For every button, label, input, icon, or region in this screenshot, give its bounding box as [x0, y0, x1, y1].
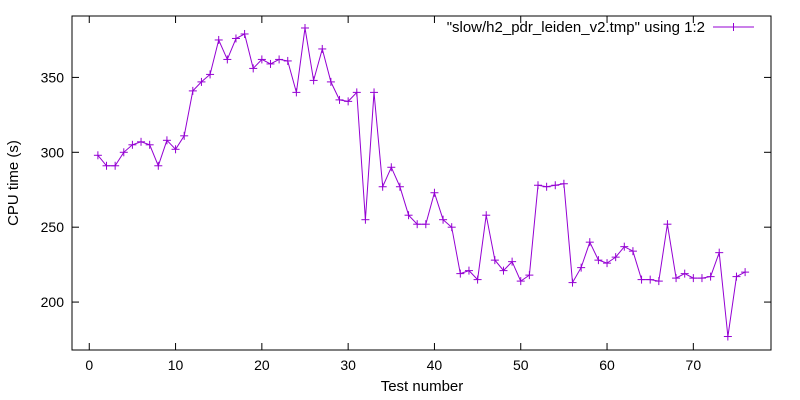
- data-point: [594, 256, 603, 265]
- legend-entry-label: "slow/h2_pdr_leiden_v2.tmp" using 1:2: [447, 19, 705, 36]
- data-point: [93, 151, 102, 160]
- data-point: [413, 220, 422, 229]
- data-point: [456, 269, 465, 278]
- data-point: [577, 263, 586, 272]
- data-point: [689, 274, 698, 283]
- data-point: [516, 277, 525, 286]
- data-point: [697, 274, 706, 283]
- x-tick-label: 0: [85, 357, 93, 373]
- data-point: [646, 275, 655, 284]
- data-point: [283, 56, 292, 65]
- data-point: [206, 70, 215, 79]
- data-point: [672, 274, 681, 283]
- data-point: [344, 97, 353, 106]
- data-point: [551, 181, 560, 190]
- data-point: [352, 88, 361, 97]
- x-tick-label: 20: [254, 357, 270, 373]
- data-point: [421, 220, 430, 229]
- x-tick-label: 60: [599, 357, 615, 373]
- data-point: [732, 272, 741, 281]
- data-point: [706, 272, 715, 281]
- data-point: [741, 268, 750, 277]
- data-point: [464, 266, 473, 275]
- data-point: [559, 179, 568, 188]
- data-point: [378, 182, 387, 191]
- data-point: [240, 29, 249, 38]
- x-tick-label: 50: [513, 357, 529, 373]
- data-point: [542, 182, 551, 191]
- data-point: [430, 188, 439, 197]
- y-tick-label: 350: [41, 69, 65, 85]
- data-point: [318, 44, 327, 53]
- data-point: [231, 34, 240, 43]
- data-point: [534, 181, 542, 190]
- data-point: [188, 86, 197, 95]
- data-point: [439, 215, 448, 224]
- data-point: [387, 163, 396, 172]
- data-point: [715, 248, 724, 257]
- data-point: [171, 145, 180, 154]
- data-point: [525, 271, 534, 280]
- legend: "slow/h2_pdr_leiden_v2.tmp" using 1:2: [447, 19, 754, 36]
- data-point: [145, 140, 154, 149]
- data-point: [223, 55, 232, 64]
- data-point: [326, 77, 335, 86]
- data-point: [111, 161, 120, 170]
- data-point: [499, 266, 508, 275]
- x-tick-label: 40: [427, 357, 443, 373]
- data-point: [137, 137, 146, 146]
- data-point: [585, 238, 594, 247]
- data-point: [473, 275, 482, 284]
- data-point: [214, 35, 223, 44]
- data-point: [180, 131, 189, 140]
- data-point: [370, 88, 379, 97]
- y-tick-label: 300: [41, 144, 65, 160]
- y-tick-label: 200: [41, 294, 65, 310]
- data-point: [249, 64, 258, 73]
- data-point: [309, 76, 318, 85]
- data-point: [620, 242, 629, 251]
- data-point: [154, 161, 163, 170]
- x-tick-label: 30: [340, 357, 356, 373]
- data-point: [490, 256, 499, 265]
- x-tick-label: 10: [168, 357, 184, 373]
- data-point: [568, 278, 577, 287]
- y-axis-label: CPU time (s): [5, 140, 22, 226]
- data-point: [723, 332, 732, 341]
- x-tick-label: 70: [686, 357, 702, 373]
- data-point: [335, 95, 344, 104]
- data-point: [301, 23, 309, 32]
- data-point: [628, 247, 637, 256]
- data-point: [404, 211, 413, 220]
- data-point: [266, 59, 275, 68]
- data-point: [680, 269, 689, 278]
- data-point: [654, 277, 663, 286]
- data-point: [611, 253, 620, 262]
- data-point: [663, 220, 672, 229]
- data-point: [361, 215, 370, 224]
- data-point: [508, 257, 517, 266]
- x-axis-label: Test number: [381, 378, 464, 395]
- data-point: [603, 259, 612, 268]
- data-point: [162, 136, 171, 145]
- data-point: [102, 161, 111, 170]
- y-tick-label: 250: [41, 219, 65, 235]
- data-point: [637, 275, 646, 284]
- data-point: [447, 223, 456, 232]
- data-point: [257, 55, 266, 64]
- data-point: [119, 148, 128, 157]
- data-point: [482, 211, 491, 220]
- data-point: [292, 88, 301, 97]
- plot-frame: [71, 15, 772, 351]
- data-point: [197, 77, 206, 86]
- data-point: [395, 182, 404, 191]
- data-point: [275, 55, 284, 64]
- series-line: [97, 27, 746, 337]
- data-point: [128, 140, 137, 149]
